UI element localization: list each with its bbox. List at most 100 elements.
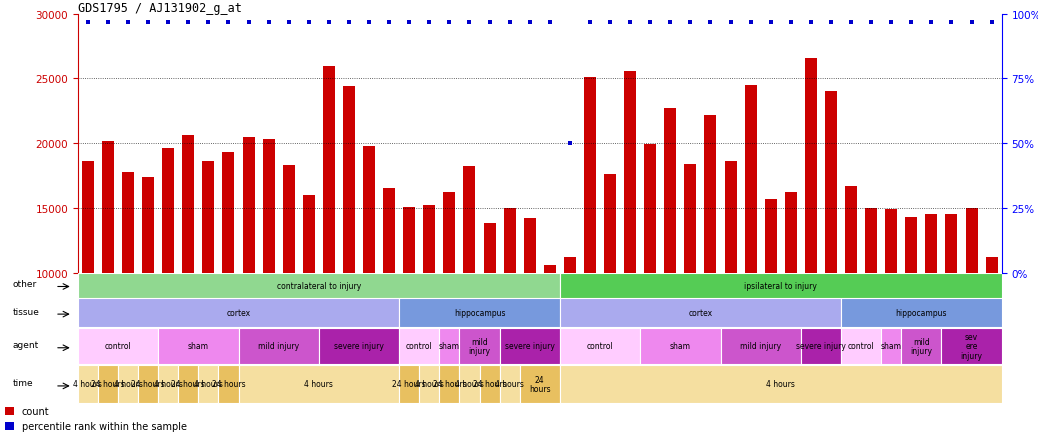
Bar xyxy=(965,208,978,273)
Text: hippocampus: hippocampus xyxy=(896,309,947,317)
Bar xyxy=(78,273,559,298)
Bar xyxy=(403,207,415,273)
Bar xyxy=(419,365,439,403)
Text: 4 hours: 4 hours xyxy=(304,380,333,388)
Text: cortex: cortex xyxy=(226,309,250,317)
Bar xyxy=(559,328,640,364)
Bar xyxy=(118,365,138,403)
Bar xyxy=(624,72,636,273)
Bar xyxy=(885,210,897,273)
Bar xyxy=(263,140,275,273)
Bar xyxy=(684,164,696,273)
Text: 4 hours: 4 hours xyxy=(455,380,484,388)
Bar xyxy=(559,273,1002,298)
Text: 4 hours: 4 hours xyxy=(154,380,183,388)
Bar xyxy=(5,407,13,415)
Bar xyxy=(524,219,536,273)
Bar xyxy=(439,328,460,364)
Bar xyxy=(162,149,174,273)
Bar xyxy=(383,189,395,273)
Bar xyxy=(443,193,456,273)
Text: agent: agent xyxy=(12,340,38,349)
Text: mild
injury: mild injury xyxy=(468,337,491,355)
Bar xyxy=(484,224,495,273)
Text: 24 hours: 24 hours xyxy=(392,380,426,388)
Text: severe injury: severe injury xyxy=(334,342,384,351)
Bar xyxy=(343,87,355,273)
Bar xyxy=(720,328,801,364)
Bar xyxy=(179,365,198,403)
Bar xyxy=(158,328,239,364)
Text: sev
ere
injury: sev ere injury xyxy=(960,332,983,360)
Bar xyxy=(604,175,617,273)
Bar xyxy=(544,265,555,273)
Bar xyxy=(559,365,1002,403)
Bar xyxy=(439,365,460,403)
Bar xyxy=(82,162,93,273)
Text: percentile rank within the sample: percentile rank within the sample xyxy=(22,421,187,431)
Bar xyxy=(463,167,475,273)
Bar xyxy=(480,365,499,403)
Text: GDS1795 / AJ131902_g_at: GDS1795 / AJ131902_g_at xyxy=(78,2,242,15)
Text: 4 hours: 4 hours xyxy=(415,380,443,388)
Text: control: control xyxy=(105,342,132,351)
Bar xyxy=(499,328,559,364)
Bar xyxy=(323,66,335,273)
Text: contralateral to injury: contralateral to injury xyxy=(277,281,361,290)
Bar xyxy=(841,328,881,364)
Bar xyxy=(460,328,499,364)
Bar xyxy=(765,199,776,273)
Bar xyxy=(564,257,576,273)
Text: 24 hours: 24 hours xyxy=(472,380,507,388)
Bar xyxy=(825,92,837,273)
Bar xyxy=(865,208,877,273)
Bar xyxy=(705,115,716,273)
Bar xyxy=(520,365,559,403)
Text: 24 hours: 24 hours xyxy=(433,380,466,388)
Bar xyxy=(363,146,375,273)
Text: control: control xyxy=(848,342,874,351)
Bar xyxy=(400,299,559,327)
Text: sham: sham xyxy=(439,342,460,351)
Bar xyxy=(98,365,118,403)
Bar xyxy=(243,138,254,273)
Bar xyxy=(183,136,194,273)
Bar xyxy=(424,206,435,273)
Bar xyxy=(584,78,596,273)
Text: severe injury: severe injury xyxy=(796,342,846,351)
Bar xyxy=(503,208,516,273)
Bar xyxy=(901,328,941,364)
Bar xyxy=(5,422,13,431)
Bar xyxy=(78,365,98,403)
Bar xyxy=(239,365,400,403)
Bar xyxy=(158,365,179,403)
Bar xyxy=(400,328,439,364)
Text: sham: sham xyxy=(880,342,902,351)
Text: 4 hours: 4 hours xyxy=(766,380,795,388)
Text: 4 hours: 4 hours xyxy=(495,380,524,388)
Text: hippocampus: hippocampus xyxy=(454,309,506,317)
Bar xyxy=(222,153,235,273)
Text: mild injury: mild injury xyxy=(258,342,299,351)
Bar xyxy=(102,141,114,273)
Bar xyxy=(881,328,901,364)
Bar xyxy=(845,187,857,273)
Text: cortex: cortex xyxy=(688,309,712,317)
Text: severe injury: severe injury xyxy=(504,342,554,351)
Text: sham: sham xyxy=(188,342,209,351)
Bar xyxy=(841,299,1002,327)
Bar xyxy=(801,328,841,364)
Text: other: other xyxy=(12,280,37,289)
Bar xyxy=(744,86,757,273)
Text: 24 hours: 24 hours xyxy=(91,380,125,388)
Bar xyxy=(499,365,520,403)
Text: 4 hours: 4 hours xyxy=(74,380,103,388)
Text: mild
injury: mild injury xyxy=(910,337,932,355)
Bar xyxy=(645,145,656,273)
Bar xyxy=(202,162,215,273)
Bar xyxy=(138,365,158,403)
Bar xyxy=(218,365,239,403)
Bar xyxy=(664,109,677,273)
Text: 24 hours: 24 hours xyxy=(212,380,245,388)
Bar xyxy=(303,195,315,273)
